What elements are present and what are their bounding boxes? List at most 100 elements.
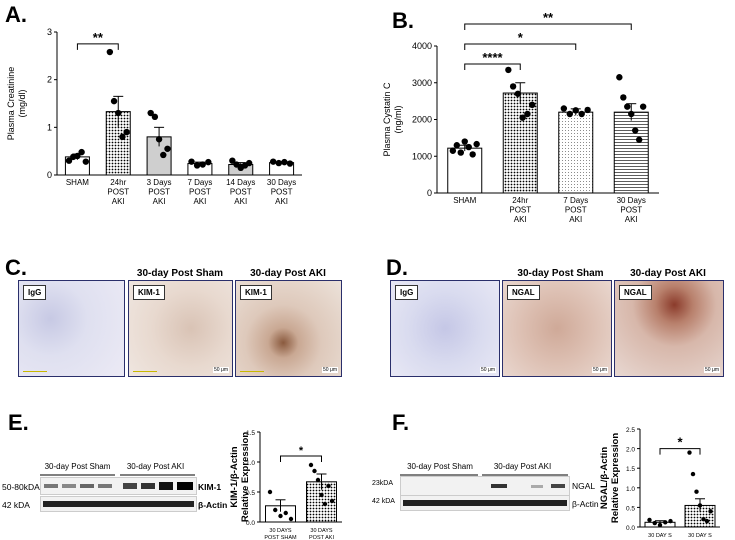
y-axis-label: Plasma Creatinine(mg/dl) bbox=[6, 67, 27, 141]
histo-d-igg: IgG 50 μm bbox=[390, 280, 500, 377]
wb-e-row2-mw: 42 kDA bbox=[2, 500, 30, 510]
data-point bbox=[708, 509, 713, 514]
data-point bbox=[632, 127, 639, 134]
x-tick-label: 30 Days POST AKI bbox=[617, 196, 646, 224]
significance-label: * bbox=[299, 445, 304, 457]
data-point bbox=[188, 158, 195, 165]
data-point bbox=[278, 513, 283, 519]
x-tick-label: SHAM bbox=[453, 196, 476, 205]
data-point bbox=[449, 147, 457, 154]
data-point bbox=[572, 107, 579, 114]
x-tick-label-line: POST bbox=[148, 188, 170, 197]
x-tick-label: SHAM bbox=[66, 178, 89, 187]
panel-label-a: A. bbox=[5, 2, 27, 27]
y-axis-label-line: KIM-1/β-Actin bbox=[229, 446, 240, 507]
x-tick-label: 14 Days POST AKI bbox=[226, 178, 255, 206]
bar bbox=[502, 92, 538, 194]
scale-label: 50 μm bbox=[480, 367, 496, 373]
data-point bbox=[322, 501, 328, 507]
x-tick-label-line: AKI bbox=[153, 197, 166, 206]
data-point bbox=[469, 151, 476, 158]
data-point bbox=[635, 136, 643, 143]
y-tick-label: 2 bbox=[47, 75, 52, 85]
data-point bbox=[694, 489, 699, 494]
wb-e-row2-name: β-Actin bbox=[198, 500, 228, 510]
y-tick-label: 3000 bbox=[412, 78, 432, 88]
x-tick-label-line: POST bbox=[565, 206, 587, 215]
data-point bbox=[160, 151, 167, 159]
data-point bbox=[288, 516, 294, 522]
wb-f-actin-bands bbox=[403, 500, 567, 506]
data-point bbox=[106, 48, 114, 56]
significance-label: **** bbox=[482, 50, 503, 65]
x-tick-label-line: AKI bbox=[234, 197, 247, 206]
wb-e-group-aki: 30-day Post AKI bbox=[126, 462, 185, 471]
data-point bbox=[229, 157, 236, 164]
x-tick-label-line: AKI bbox=[514, 215, 527, 224]
bar bbox=[613, 111, 649, 194]
data-point bbox=[519, 114, 526, 121]
significance-bracket bbox=[464, 63, 521, 70]
data-point bbox=[690, 471, 696, 477]
data-point bbox=[566, 110, 573, 118]
wb-e-row1-mw: 50-80kDA bbox=[2, 482, 40, 492]
x-tick-label-line: SHAM bbox=[66, 178, 89, 187]
y-tick-label: 0 bbox=[47, 170, 52, 180]
x-tick-label-line: AKI bbox=[275, 197, 288, 206]
data-point bbox=[701, 516, 706, 522]
y-tick-label: 1.5 bbox=[626, 466, 635, 473]
x-tick-label: 7 Days POST AKI bbox=[187, 178, 212, 206]
y-axis-label-line: Plasma Cystatin C bbox=[382, 82, 392, 157]
x-tick-label-line: 24hr bbox=[110, 178, 126, 187]
y-axis-label: NGAL/β-ActinRelative Expression bbox=[599, 433, 621, 523]
data-point bbox=[628, 110, 635, 118]
data-point bbox=[151, 113, 159, 121]
wb-e-group-sham: 30-day Post Sham bbox=[44, 462, 111, 471]
y-axis-label: Plasma Cystatin C(ng/ml) bbox=[382, 82, 403, 157]
panel-label-f: F. bbox=[392, 410, 410, 435]
x-tick-label-line: AKI bbox=[112, 197, 125, 206]
data-point bbox=[65, 157, 73, 164]
wb-e-kim1-bands bbox=[44, 482, 193, 490]
y-tick-label: 2.0 bbox=[626, 447, 635, 454]
chart-f: 0.0 0.5 1.0 1.5 2.0 2.5 NGAL/β-ActinRelative E… bbox=[599, 427, 720, 540]
significance-label: * bbox=[518, 30, 524, 45]
y-tick-label: 1 bbox=[47, 122, 52, 132]
y-axis-label-line: Plasma Creatinine bbox=[6, 67, 16, 141]
x-tick-label: 24hr POST AKI bbox=[107, 178, 129, 206]
data-point bbox=[199, 161, 206, 168]
y-tick-label: 0.0 bbox=[626, 525, 635, 532]
x-tick-label-line: 24hr bbox=[512, 196, 528, 205]
data-point bbox=[245, 159, 253, 167]
y-axis-label: KIM-1/β-ActinRelative Expression bbox=[229, 432, 251, 522]
y-tick-label: 1.0 bbox=[246, 460, 255, 467]
x-tick-label-line: 30 DAY S bbox=[688, 533, 712, 539]
wb-e-group-lines bbox=[40, 474, 195, 476]
data-point bbox=[639, 103, 647, 110]
significance-bracket bbox=[280, 455, 322, 462]
data-point bbox=[326, 483, 331, 489]
chart-b: 0 1000 2000 3000 4000 Plasma Cystatin C(ng/ml… bbox=[382, 10, 659, 224]
significance-bracket bbox=[464, 23, 632, 30]
x-tick-label-line: POST bbox=[230, 188, 252, 197]
y-axis-label-line: Relative Expression bbox=[240, 432, 251, 522]
scale-label: 50 μm bbox=[322, 367, 338, 373]
data-point bbox=[315, 477, 321, 483]
data-point bbox=[457, 149, 464, 156]
data-point bbox=[465, 143, 472, 151]
data-point bbox=[147, 109, 154, 117]
x-tick-label: 7 Days POST AKI bbox=[563, 196, 588, 224]
data-point bbox=[164, 145, 171, 152]
histo-c-sham: KIM-1 50 μm bbox=[128, 280, 233, 377]
y-tick-label: 2000 bbox=[412, 115, 432, 125]
significance-label: ** bbox=[93, 30, 104, 45]
significance-label: ** bbox=[543, 10, 554, 25]
histo-tag: KIM-1 bbox=[240, 285, 272, 300]
panel-label-b: B. bbox=[392, 8, 414, 33]
data-point bbox=[578, 110, 585, 118]
y-tick-label: 1.0 bbox=[626, 486, 635, 493]
significance-bracket bbox=[76, 43, 119, 50]
data-point bbox=[509, 83, 517, 90]
y-axis-label-line: (mg/dl) bbox=[17, 89, 27, 117]
